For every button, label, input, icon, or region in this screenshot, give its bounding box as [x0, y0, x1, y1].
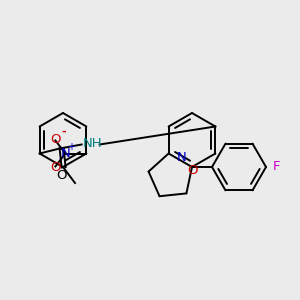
Text: +: + [68, 142, 75, 152]
Text: F: F [273, 160, 280, 173]
Text: O: O [56, 169, 67, 182]
Text: N: N [61, 147, 70, 160]
Text: -: - [61, 127, 66, 136]
Text: O: O [50, 133, 61, 146]
Text: NH: NH [82, 137, 102, 150]
Text: O: O [50, 161, 61, 174]
Text: O: O [188, 164, 198, 176]
Text: N: N [176, 151, 186, 164]
